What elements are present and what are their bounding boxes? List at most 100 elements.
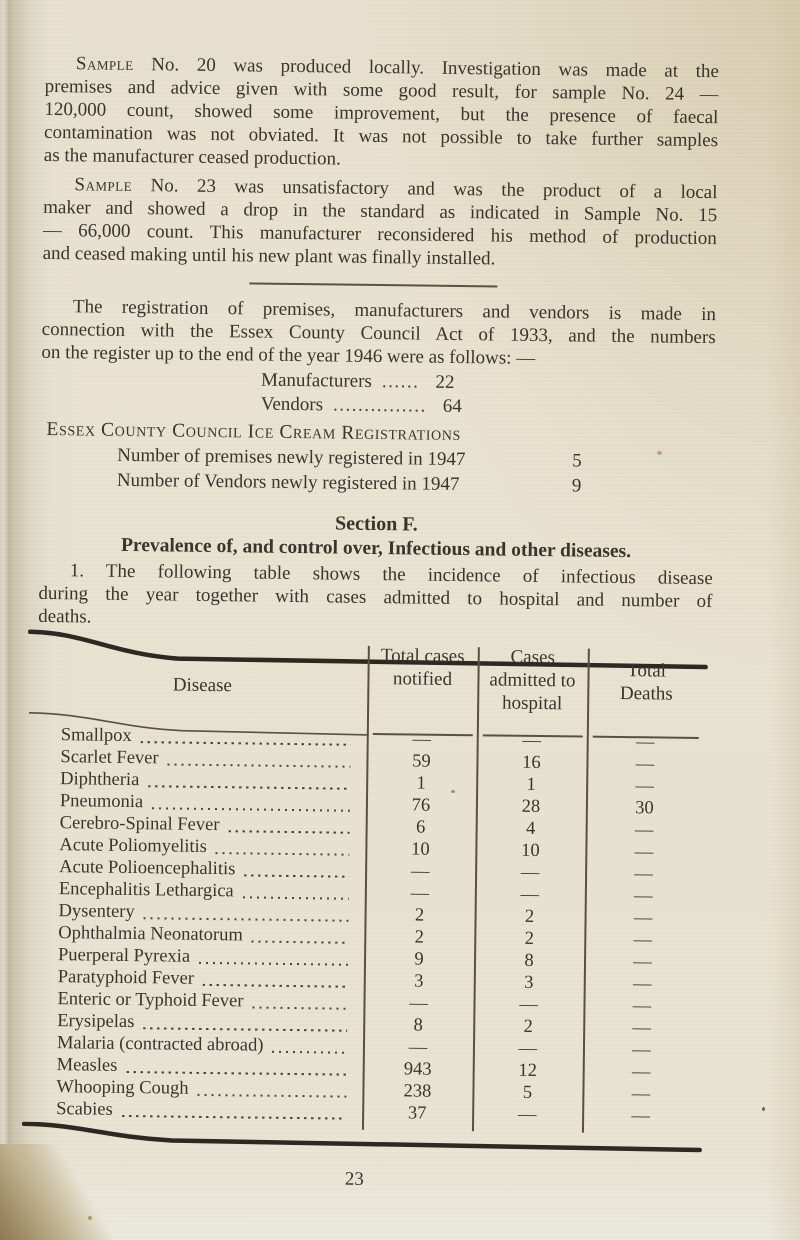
admitted-cell: — bbox=[520, 862, 540, 884]
dot-leader bbox=[126, 1070, 347, 1076]
register-label: Vendors bbox=[260, 393, 324, 416]
admitted-cell: 4 bbox=[525, 818, 536, 839]
page-corner-shadow bbox=[0, 1144, 150, 1240]
dot-leader bbox=[197, 1093, 347, 1098]
deaths-cell: — bbox=[635, 732, 655, 753]
dot-leader bbox=[143, 1027, 348, 1032]
deaths-cell: 30 bbox=[635, 798, 654, 819]
deaths-cell: — bbox=[631, 1062, 651, 1083]
notified-cell: 2 bbox=[414, 905, 425, 926]
admitted-cell: 16 bbox=[522, 752, 541, 774]
registration-label: Number of Vendors newly registered in 19… bbox=[116, 469, 460, 496]
admitted-cell: 2 bbox=[524, 928, 535, 949]
notified-cell: 9 bbox=[414, 949, 424, 970]
admitted-cell: 3 bbox=[524, 972, 534, 993]
deaths-cell: — bbox=[633, 886, 653, 907]
paragraph-sample-20: Sample No. 20 was produced locally. Inve… bbox=[44, 52, 719, 175]
smallcaps-lead-word: Sample bbox=[75, 53, 134, 76]
admitted-cell: 8 bbox=[524, 950, 534, 971]
notified-cell: — bbox=[409, 993, 428, 1014]
dot-leader bbox=[251, 940, 349, 944]
disease-name: Dysentery bbox=[58, 901, 135, 923]
deaths-cell: — bbox=[634, 842, 654, 863]
deaths-cell: — bbox=[632, 1040, 651, 1061]
register-label: Manufacturers bbox=[260, 369, 373, 392]
column-header-disease: Disease bbox=[172, 674, 233, 697]
disease-name: Ophthalmia Neonatorum bbox=[58, 923, 243, 946]
paper-speck bbox=[88, 1216, 92, 1220]
notified-cell: 37 bbox=[407, 1103, 427, 1124]
admitted-cell: — bbox=[517, 1104, 537, 1126]
paper-speck bbox=[657, 451, 662, 455]
paper-speck bbox=[451, 790, 455, 793]
dot-leader bbox=[152, 807, 350, 812]
paragraph-sample-23: Sample No. 23 was unsatisfactory and was… bbox=[43, 173, 718, 273]
dot-leader bbox=[202, 983, 348, 988]
admitted-cell: 5 bbox=[522, 1082, 533, 1103]
register-counts-list: Manufacturers...... 22 Vendors............… bbox=[41, 366, 716, 422]
disease-name: Scabies bbox=[56, 1099, 113, 1120]
ice-cream-registrations-list: Number of premises newly registered in 1… bbox=[40, 442, 715, 500]
disease-name: Acute Poliomyelitis bbox=[59, 835, 208, 857]
deaths-cell: — bbox=[634, 864, 653, 885]
disease-name: Pneumonia bbox=[59, 791, 144, 813]
notified-cell: 8 bbox=[413, 1015, 423, 1036]
deaths-cell: — bbox=[633, 908, 653, 929]
register-value: 64 bbox=[442, 395, 462, 418]
column-header-total-deaths: Total Deaths bbox=[619, 660, 673, 705]
admitted-cell: 2 bbox=[523, 1016, 533, 1037]
admitted-cell: 28 bbox=[521, 796, 541, 818]
paper-speck bbox=[762, 1107, 765, 1111]
paragraph-registration: The registration of premises, manufactur… bbox=[41, 295, 716, 372]
notified-cell: 2 bbox=[414, 927, 425, 948]
infectious-disease-table: Disease Total cases notified Cases admit… bbox=[21, 628, 712, 1158]
admitted-cell: 10 bbox=[521, 840, 540, 862]
disease-name: Acute Polioencephalitis bbox=[59, 857, 236, 880]
section-divider-rule bbox=[249, 282, 498, 288]
page-content: Sample No. 20 was produced locally. Inve… bbox=[21, 52, 719, 1196]
disease-name: Smallpox bbox=[60, 725, 132, 747]
table-bottom-border bbox=[21, 1121, 702, 1153]
disease-name: Paratyphoid Fever bbox=[57, 967, 195, 989]
notified-cell: 59 bbox=[412, 751, 431, 772]
disease-name: Enteric or Typhoid Fever bbox=[57, 989, 244, 1012]
notified-cell: — bbox=[408, 1037, 428, 1058]
disease-name: Puerperal Pyrexia bbox=[57, 945, 191, 967]
disease-name: Malaria (contracted abroad) bbox=[56, 1033, 264, 1056]
admitted-cell: 2 bbox=[524, 906, 535, 927]
notified-cell: 238 bbox=[403, 1081, 432, 1102]
disease-cell: Scabies bbox=[32, 1098, 362, 1124]
deaths-cell: — bbox=[631, 1106, 651, 1127]
registration-value: 5 bbox=[572, 450, 582, 472]
deaths-cell: — bbox=[635, 754, 655, 775]
register-value: 22 bbox=[435, 371, 455, 393]
dot-leader bbox=[140, 740, 351, 746]
dot-leader bbox=[215, 851, 350, 856]
dot-leader: ............... bbox=[332, 394, 427, 417]
paragraph-table-intro: 1. The following table shows the inciden… bbox=[38, 559, 713, 636]
deaths-cell: — bbox=[633, 930, 653, 951]
deaths-cell: — bbox=[634, 820, 654, 841]
notified-cell: 1 bbox=[416, 773, 426, 794]
notified-cell: 6 bbox=[415, 817, 426, 838]
smallcaps-lead-word: Sample bbox=[74, 174, 133, 196]
dot-leader: ...... bbox=[381, 371, 420, 393]
disease-name: Cerebro-Spinal Fever bbox=[59, 813, 220, 836]
admitted-cell: — bbox=[519, 994, 538, 1016]
notified-cell: — bbox=[410, 861, 430, 882]
dot-leader bbox=[242, 896, 349, 900]
admitted-cell: 12 bbox=[518, 1060, 538, 1082]
dot-leader bbox=[148, 785, 351, 790]
notified-cell: 943 bbox=[403, 1059, 432, 1080]
dot-leader bbox=[199, 961, 348, 966]
dot-leader bbox=[121, 1114, 347, 1120]
notified-cell: 76 bbox=[411, 795, 431, 816]
deaths-cell: — bbox=[632, 974, 652, 995]
admitted-cell: — bbox=[522, 730, 542, 752]
notified-cell: — bbox=[410, 883, 430, 904]
disease-name: Erysipelas bbox=[57, 1011, 135, 1033]
disease-name: Whooping Cough bbox=[56, 1077, 189, 1099]
dot-leader bbox=[167, 763, 351, 768]
disease-name: Measles bbox=[56, 1055, 118, 1076]
table-rows: Smallpox — — — Scarlet Fever 59 16— Diphtheria 1… bbox=[32, 724, 704, 1128]
